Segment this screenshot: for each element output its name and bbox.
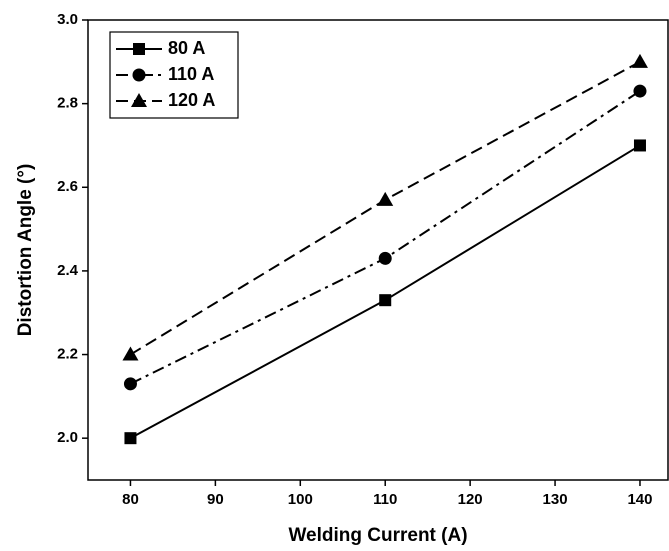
- legend-box: [109, 31, 239, 119]
- x-axis-title: Welding Current (A): [288, 525, 467, 546]
- marker: [633, 139, 646, 152]
- x-tick-label: 100: [288, 491, 313, 508]
- legend-text: 120 A: [168, 90, 215, 110]
- marker: [124, 432, 137, 445]
- x-tick-label: 130: [543, 491, 568, 508]
- y-axis-title: Distortion Angle (°): [15, 164, 36, 337]
- marker: [378, 251, 392, 265]
- marker: [122, 346, 139, 361]
- legend-text: 80 A: [168, 38, 205, 58]
- y-tick-label: 2.8: [57, 95, 78, 112]
- y-tick-label: 2.2: [57, 346, 78, 363]
- x-tick-label: 110: [373, 491, 397, 508]
- series-line: [129, 144, 641, 440]
- marker: [123, 377, 137, 391]
- y-tick-label: 2.4: [57, 262, 79, 279]
- marker: [131, 93, 147, 107]
- y-tick-label: 2.0: [57, 429, 78, 446]
- marker: [133, 43, 145, 55]
- y-tick-label: 3.0: [57, 11, 78, 28]
- marker: [132, 68, 146, 82]
- x-tick-label: 120: [458, 491, 483, 508]
- legend-text: 110 A: [168, 64, 214, 84]
- marker: [631, 53, 648, 68]
- marker: [633, 84, 647, 98]
- x-tick-label: 90: [207, 491, 224, 508]
- x-tick-label: 140: [627, 491, 652, 508]
- plot-frame: [87, 19, 669, 481]
- series-line: [130, 90, 641, 385]
- y-tick-label: 2.6: [57, 178, 78, 195]
- marker: [377, 191, 394, 206]
- marker: [379, 294, 392, 307]
- x-tick-label: 80: [122, 491, 139, 508]
